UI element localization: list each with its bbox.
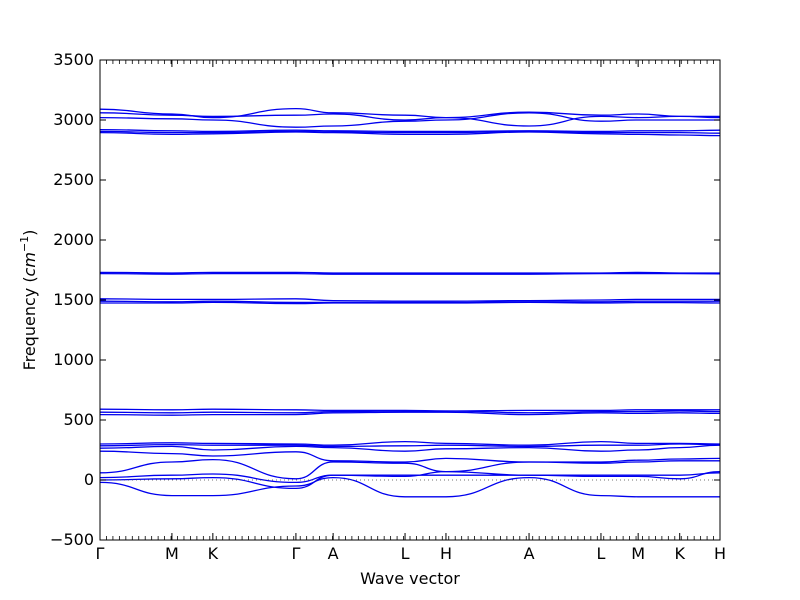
x-tick-label: K [674, 544, 685, 563]
phonon-band-18 [99, 450, 721, 463]
phonon-band-1 [99, 107, 721, 119]
phonon-band-5 [99, 130, 721, 134]
phonon-band-15 [99, 440, 721, 446]
y-tick-label: 1000 [53, 350, 94, 369]
x-tick-label: M [631, 544, 645, 563]
x-minor-ticks [99, 60, 721, 540]
y-tick-label: 3500 [53, 50, 94, 69]
x-tick-label: L [596, 544, 605, 563]
phonon-band-19 [99, 458, 720, 480]
phonon-band-8 [99, 272, 721, 275]
phonon-band-22 [99, 476, 720, 498]
y-tick-label: 500 [63, 410, 94, 429]
phonon-band-2 [99, 112, 720, 127]
phonon-bands [99, 107, 721, 498]
x-tick-label: A [524, 544, 535, 563]
phonon-band-7 [99, 271, 720, 274]
y-tick-label: 0 [84, 470, 94, 489]
x-tick-label: K [208, 544, 219, 563]
y-tick-label: 3000 [53, 110, 94, 129]
y-tick-label: 2500 [53, 170, 94, 189]
x-tick-label: H [440, 544, 452, 563]
phonon-band-6 [99, 131, 721, 137]
y-axis-ticks: −500 0 500 1000 1500 2000 2500 3000 3500 [50, 50, 720, 549]
phonon-band-13 [99, 410, 721, 414]
x-tick-label: Γ [291, 544, 300, 563]
phonon-band-16 [99, 443, 721, 448]
y-axis-label: Frequency (cm−1) [18, 230, 39, 371]
x-tick-label: H [714, 544, 726, 563]
phonon-band-21 [99, 470, 721, 490]
y-tick-label: 1500 [53, 290, 94, 309]
x-tick-label: A [328, 544, 339, 563]
y-tick-label: −500 [50, 530, 94, 549]
y-axis-label-prefix: Frequency ( [20, 276, 39, 370]
phonon-band-4 [99, 128, 721, 133]
phonon-band-11 [100, 301, 721, 305]
y-tick-label: 2000 [53, 230, 94, 249]
x-tick-label: M [165, 544, 179, 563]
phonon-band-14 [99, 411, 721, 416]
x-tick-label: Γ [96, 544, 105, 563]
plot-frame [99, 59, 721, 541]
phonon-band-3 [99, 112, 720, 128]
phonon-band-17 [99, 444, 721, 452]
phonon-band-9 [99, 298, 720, 302]
y-axis-label-suffix: ) [20, 230, 39, 236]
x-tick-label: L [401, 544, 410, 563]
phonon-band-20 [99, 472, 721, 484]
y-axis-label-exponent: −1 [18, 236, 31, 252]
y-axis-label-unit: cm [20, 252, 39, 276]
x-axis-label: Wave vector [360, 569, 460, 588]
